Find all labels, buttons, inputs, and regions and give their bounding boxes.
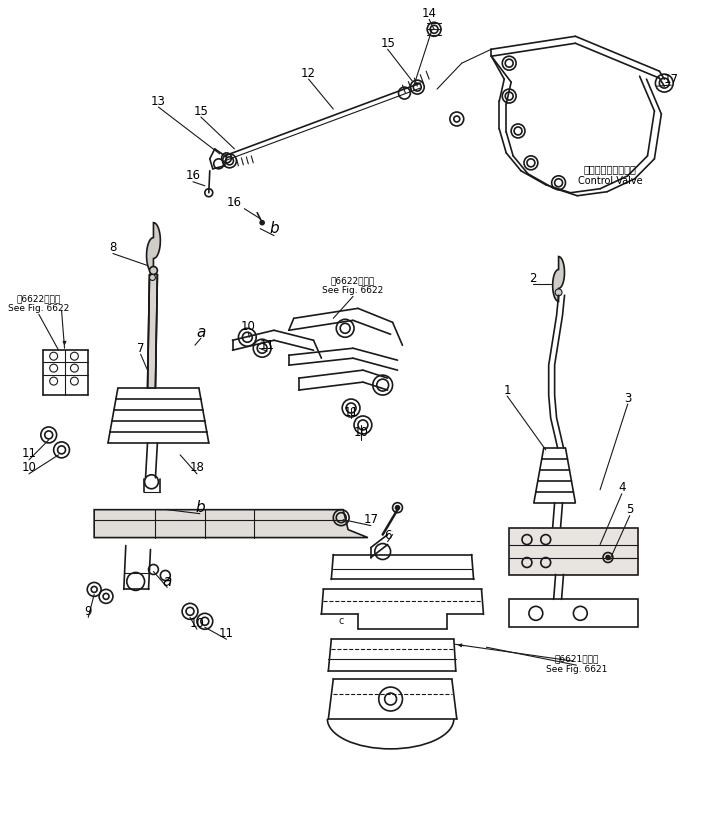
Polygon shape [552, 256, 565, 301]
Text: 9: 9 [85, 605, 92, 618]
Text: 15: 15 [194, 104, 208, 117]
Text: 11: 11 [22, 447, 36, 461]
Text: 17: 17 [664, 73, 679, 86]
Bar [509, 600, 638, 628]
Polygon shape [94, 509, 368, 538]
Text: See Fig. 6621: See Fig. 6621 [546, 665, 607, 674]
Text: 11: 11 [260, 339, 275, 351]
Text: 第6621図参照: 第6621図参照 [554, 655, 599, 664]
Text: c: c [338, 616, 344, 626]
Circle shape [606, 556, 610, 560]
Text: a: a [163, 574, 172, 589]
Text: 11: 11 [219, 627, 234, 640]
Text: 8: 8 [109, 241, 116, 254]
Circle shape [555, 289, 562, 296]
Text: 10: 10 [241, 320, 256, 332]
Text: 3: 3 [624, 391, 631, 404]
Text: See Fig. 6622: See Fig. 6622 [8, 304, 69, 313]
Text: 10: 10 [22, 461, 36, 475]
Text: 第6622図参照: 第6622図参照 [331, 276, 375, 285]
Text: 18: 18 [189, 461, 205, 475]
Polygon shape [147, 275, 158, 388]
Text: 第6622図参照: 第6622図参照 [17, 294, 61, 303]
Text: 1: 1 [503, 384, 511, 397]
Text: 11: 11 [343, 405, 359, 418]
Text: 13: 13 [151, 94, 166, 108]
Text: b: b [195, 500, 205, 515]
Text: 16: 16 [186, 170, 200, 182]
Text: b: b [269, 221, 279, 237]
Text: 4: 4 [618, 481, 625, 495]
Circle shape [260, 221, 264, 225]
Text: 6: 6 [384, 529, 391, 542]
Text: 2: 2 [529, 272, 536, 285]
Text: 17: 17 [364, 513, 378, 526]
Text: 14: 14 [422, 7, 437, 20]
Circle shape [150, 275, 155, 280]
Text: コントロールバルブ: コントロールバルブ [583, 164, 636, 174]
Text: 5: 5 [626, 503, 633, 516]
Text: Control Valve: Control Valve [578, 176, 642, 186]
Text: 16: 16 [227, 196, 242, 209]
Text: 7: 7 [137, 342, 145, 355]
Text: 10: 10 [189, 617, 205, 630]
Text: 12: 12 [301, 67, 316, 79]
Bar [509, 528, 638, 576]
Text: a: a [196, 325, 205, 340]
Text: 15: 15 [380, 36, 395, 50]
Circle shape [150, 266, 158, 275]
Text: 10: 10 [354, 427, 369, 439]
Polygon shape [147, 222, 161, 274]
Circle shape [395, 505, 400, 509]
Text: See Fig. 6622: See Fig. 6622 [322, 286, 384, 295]
